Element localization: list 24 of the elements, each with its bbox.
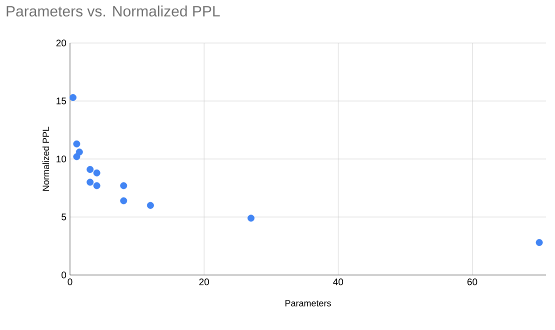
point xyxy=(93,169,100,176)
point xyxy=(73,140,80,148)
x-tick-label: 0 xyxy=(68,278,72,286)
x-axis-title: Parameters xyxy=(285,300,331,306)
point xyxy=(70,94,77,102)
point xyxy=(93,182,100,190)
y-tick-label: 10 xyxy=(56,156,66,162)
point xyxy=(120,182,128,190)
point xyxy=(120,197,128,204)
x-tick-label: 60 xyxy=(467,278,478,286)
y-tick-label: 5 xyxy=(62,214,66,220)
x-tick-label: 40 xyxy=(333,278,344,286)
chart-title: Parameters vs. Normalized PPL xyxy=(6,6,220,17)
point xyxy=(536,239,543,246)
x-tick-label: 20 xyxy=(199,278,209,286)
point xyxy=(248,214,255,222)
point xyxy=(146,202,154,209)
y-tick-label: 0 xyxy=(62,272,66,278)
y-tick-label: 15 xyxy=(56,98,66,104)
y-tick-label: 20 xyxy=(56,40,66,46)
point xyxy=(86,178,94,186)
point xyxy=(73,153,80,160)
y-axis-title: Normalized PPL xyxy=(42,126,50,191)
point xyxy=(86,166,94,173)
